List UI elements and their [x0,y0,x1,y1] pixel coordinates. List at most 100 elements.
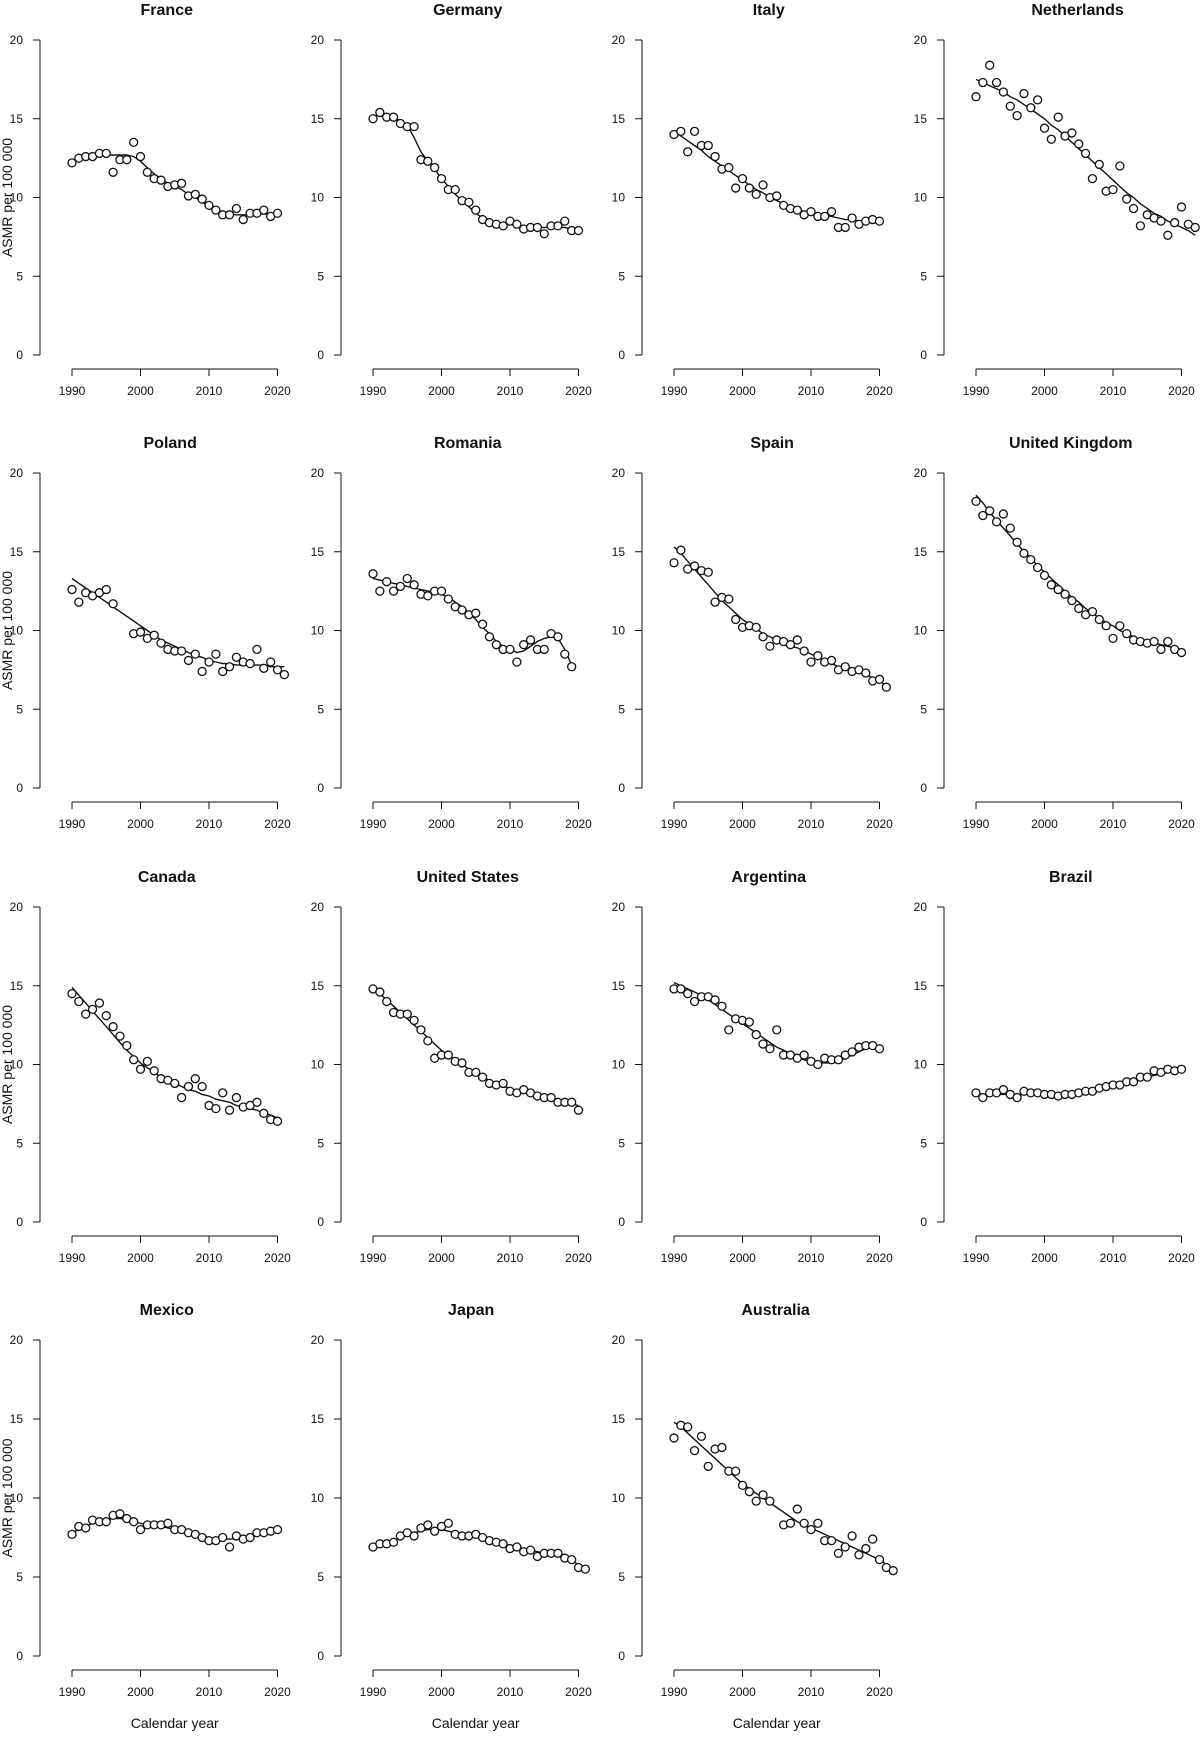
data-point [224,1542,235,1552]
y-tick-label: 20 [311,900,325,914]
panel-title: France [141,2,194,19]
data-point [1067,595,1077,606]
x-tick-label: 1990 [360,1685,387,1699]
data-point [532,222,543,233]
data-point [874,1044,885,1054]
data-point [737,173,748,184]
data-point [689,561,700,571]
panel-title: Spain [750,435,794,452]
data-point [826,1536,837,1546]
data-point [388,1537,399,1547]
data-point [525,1545,536,1555]
data-point [1115,161,1125,171]
data-point [717,1442,727,1453]
data-point [74,597,84,607]
data-point [416,1025,426,1035]
y-tick-label: 15 [914,545,928,559]
data-point [580,1564,590,1574]
y-tick-label: 10 [10,1058,24,1072]
data-point [772,1025,782,1035]
data-point [683,147,693,157]
y-tick-label: 10 [311,1058,325,1072]
data-point [553,632,563,642]
data-point [142,167,153,177]
data-point [231,203,242,214]
x-tick-label: 2010 [798,1251,825,1265]
x-tick-label: 2020 [1168,817,1195,831]
panel-france: France 0 5 10 15 20 ASMR per 100 000 1990 2000 20… [0,2,291,398]
y-tick-label: 10 [10,1491,24,1505]
data-point [211,205,221,215]
data-point [1033,95,1043,105]
x-tick-label: 1990 [360,817,387,831]
data-point [1074,139,1084,149]
data-point [710,995,720,1005]
panel-brazil: Brazil 0 5 10 15 20 1990 2000 2010 2020 [914,869,1196,1265]
data-point [135,1064,146,1074]
y-tick-label: 20 [914,33,928,47]
data-point [1046,580,1056,590]
data-point [498,1078,508,1089]
data-point [1176,202,1187,212]
data-point [1060,589,1070,599]
y-tick-label: 5 [317,702,324,716]
data-point [683,1422,693,1432]
trend-line [673,546,887,687]
data-point [826,207,837,217]
data-point [731,1466,741,1476]
data-point [183,655,194,666]
data-point [1108,184,1118,195]
y-tick-label: 15 [612,112,626,126]
data-point [211,649,221,659]
data-point [785,640,796,650]
data-point [108,167,118,177]
data-point [1087,606,1098,617]
data-point [806,207,816,217]
x-tick-label: 1990 [360,1251,387,1265]
data-point [710,151,720,162]
panel-title: Canada [138,869,196,886]
data-point [792,1504,802,1514]
y-tick-label: 10 [914,191,928,205]
data-point [395,581,406,592]
y-tick-label: 5 [317,1570,324,1584]
data-point [197,1081,207,1092]
y-tick-label: 10 [10,191,24,205]
data-point [464,197,474,207]
y-tick-label: 0 [16,1649,23,1663]
y-tick-label: 15 [10,979,24,993]
data-point [991,77,1002,88]
data-point [751,189,761,200]
x-tick-label: 2020 [1168,384,1195,398]
data-point [560,649,570,659]
data-point [847,1047,857,1057]
data-point [820,211,830,222]
data-point [1101,621,1111,631]
y-tick-label: 20 [612,1333,626,1347]
data-point [553,221,563,231]
y-tick-label: 0 [618,1649,625,1663]
data-point [539,644,549,655]
data-point [259,663,269,673]
x-tick-label: 2010 [1100,384,1127,398]
data-point [676,984,686,994]
data-point [252,1097,262,1107]
x-tick-label: 2020 [565,817,592,831]
x-tick-label: 1990 [661,1251,688,1265]
data-point [676,545,686,555]
x-tick-label: 2000 [127,1685,154,1699]
data-point [758,632,768,642]
y-tick-label: 10 [10,624,24,638]
x-tick-label: 1990 [963,384,990,398]
data-point [799,1518,809,1528]
x-tick-label: 2010 [798,1685,825,1699]
y-tick-label: 15 [311,545,325,559]
y-tick-label: 10 [612,1491,626,1505]
y-tick-label: 0 [618,348,625,362]
panel-argentina: Argentina 0 5 10 15 20 1990 2000 2010 2020 [612,869,894,1265]
trend-line [673,1421,894,1572]
data-point [128,137,139,148]
x-tick-label: 1990 [360,384,387,398]
y-axis-label: ASMR per 100 000 [0,571,15,690]
